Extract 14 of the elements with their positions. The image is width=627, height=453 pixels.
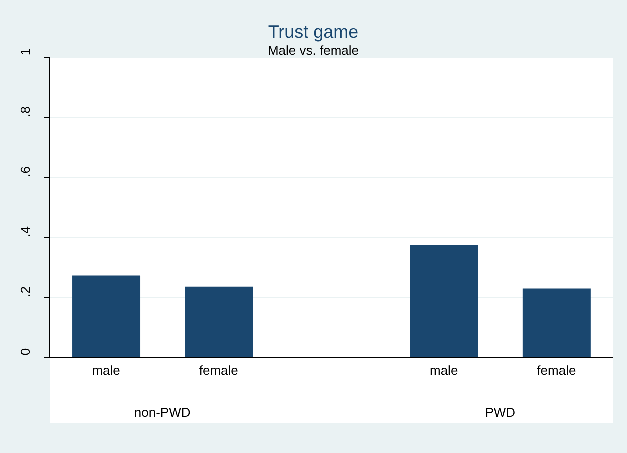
chart-subtitle: Male vs. female [268, 43, 360, 58]
y-tick-label: 0 [18, 348, 33, 356]
y-tick-label: 1 [18, 48, 33, 56]
y-tick-label: .8 [18, 106, 33, 118]
text: non-PWD [133, 405, 192, 420]
y-tick-label: .2 [18, 286, 33, 298]
x-tick-label: male [430, 363, 458, 378]
y-tick-label: .6 [18, 166, 33, 178]
x-tick-label: female [199, 363, 238, 378]
x-tick-label: female [537, 363, 576, 378]
chart-title: Trust game [267, 22, 360, 43]
x-tick-label: male [92, 363, 120, 378]
y-tick-label: .4 [18, 226, 33, 238]
text: PWD [484, 405, 517, 420]
